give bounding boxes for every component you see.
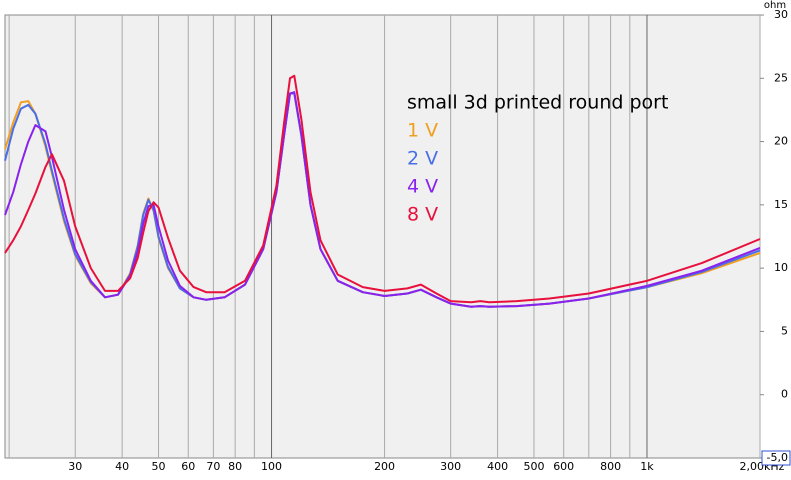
y-tick-label: 30 xyxy=(774,8,788,21)
x-tick-label: 60 xyxy=(181,460,195,473)
y-tick-label: 25 xyxy=(774,71,788,84)
x-tick-label: 40 xyxy=(115,460,129,473)
x-tick-label: 200 xyxy=(374,460,395,473)
plot-area xyxy=(4,14,761,459)
x-tick-label: 500 xyxy=(523,460,544,473)
y-limit-box xyxy=(761,450,791,466)
y-axis-label: ohm xyxy=(764,0,786,11)
legend-entry: 2 V xyxy=(407,148,438,170)
x-tick-label: 1k xyxy=(640,460,654,473)
series-line xyxy=(4,74,761,304)
legend-entry: 8 V xyxy=(407,204,438,226)
legend-entry: 4 V xyxy=(407,176,438,198)
y-tick-label: 20 xyxy=(774,135,788,148)
x-tick-label: 400 xyxy=(487,460,508,473)
x-tick-label: 30 xyxy=(68,460,82,473)
x-tick-label: 100 xyxy=(261,460,282,473)
x-tick-label: 800 xyxy=(600,460,621,473)
x-tick-label: 600 xyxy=(553,460,574,473)
x-tick-label: 70 xyxy=(206,460,220,473)
y-tick-label: 15 xyxy=(774,198,788,211)
y-tick-label: 10 xyxy=(774,261,788,274)
legend-entry: 1 V xyxy=(407,120,438,142)
y-tick-label: 0 xyxy=(781,388,788,401)
x-tick-label: 300 xyxy=(440,460,461,473)
legend-title: small 3d printed round port xyxy=(407,92,668,114)
y-tick-label: -5,0 xyxy=(767,451,788,464)
y-tick-label: 5 xyxy=(781,324,788,337)
series-line xyxy=(4,91,761,308)
x-tick-label: 50 xyxy=(152,460,166,473)
x-tick-label: 80 xyxy=(228,460,242,473)
